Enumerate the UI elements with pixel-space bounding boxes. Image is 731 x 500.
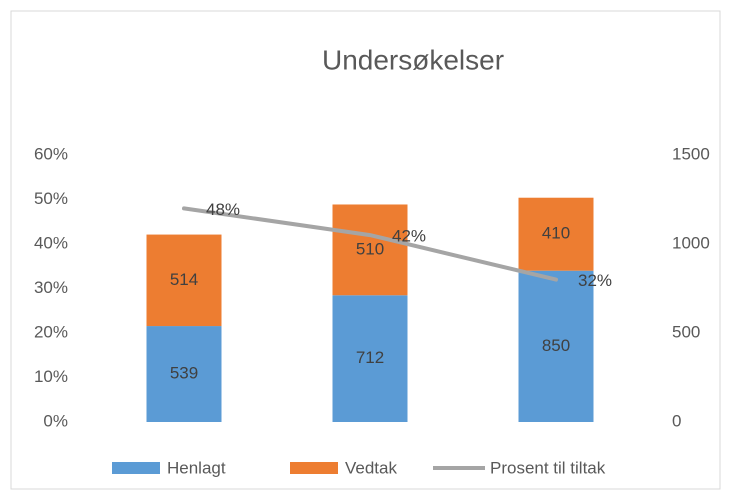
legend-swatch	[290, 462, 338, 474]
data-label: 712	[356, 348, 384, 367]
legend-label: Prosent til tiltak	[490, 458, 606, 477]
chart-title: Undersøkelser	[322, 44, 504, 75]
data-label: 510	[356, 239, 384, 258]
y-tick-label: 10%	[34, 367, 68, 386]
line	[182, 206, 558, 282]
bar-segment	[518, 197, 594, 271]
data-label: 42%	[392, 227, 426, 246]
bar-segment	[146, 234, 222, 327]
y-tick-label: 30%	[34, 278, 68, 297]
bar-segment	[332, 204, 408, 296]
y-tick-label: 40%	[34, 233, 68, 252]
y2-tick-label: 500	[672, 322, 700, 341]
y2-tick-label: 1500	[672, 144, 710, 163]
y2-tick-label: 1000	[672, 233, 710, 252]
data-label: 850	[542, 336, 570, 355]
data-label: 410	[542, 224, 570, 243]
data-label: 32%	[578, 271, 612, 290]
data-label: 48%	[206, 200, 240, 219]
bar-segment	[146, 326, 222, 422]
y-tick-label: 0%	[43, 411, 68, 430]
y-tick-label: 60%	[34, 144, 68, 163]
bar-segment	[518, 270, 594, 422]
bar-segment	[332, 295, 408, 422]
data-label: 514	[170, 270, 198, 289]
y-tick-label: 50%	[34, 189, 68, 208]
legend-label: Henlagt	[167, 458, 226, 477]
y-tick-label: 20%	[34, 322, 68, 341]
legend-swatch	[112, 462, 160, 474]
y2-tick-label: 0	[672, 411, 681, 430]
legend-label: Vedtak	[345, 458, 397, 477]
data-label: 539	[170, 364, 198, 383]
